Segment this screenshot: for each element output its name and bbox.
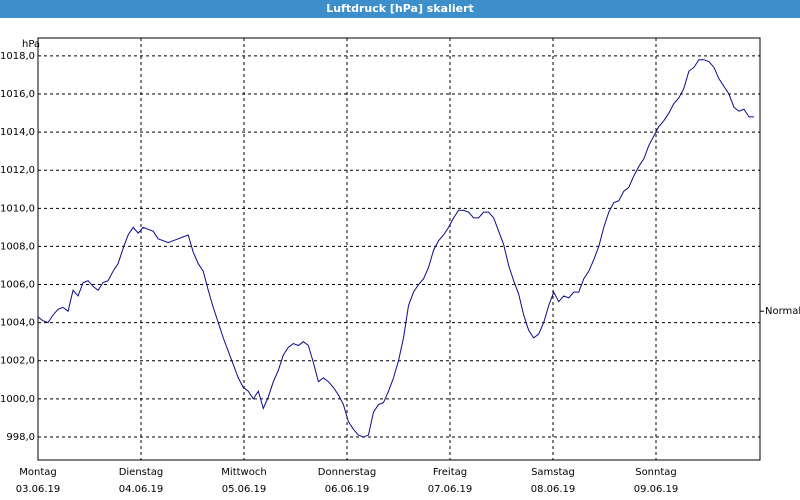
x-tick-label: Montag (19, 467, 56, 478)
reference-label: Normal (765, 306, 800, 317)
y-tick-label: 1010,0 (0, 203, 35, 214)
y-tick-label: 1000,0 (0, 394, 35, 405)
x-tick-label: Samstag (531, 467, 575, 478)
x-tick-date: 07.06.19 (428, 484, 473, 495)
y-tick-label: 1014,0 (0, 127, 35, 138)
x-tick-date: 04.06.19 (119, 484, 164, 495)
y-tick-label: 1016,0 (0, 89, 35, 100)
x-tick-label: Dienstag (119, 467, 164, 478)
y-tick-label: 1018,0 (0, 51, 35, 62)
x-tick-label: Sonntag (635, 467, 677, 478)
x-tick-label: Freitag (433, 467, 467, 478)
y-tick-label: 1006,0 (0, 280, 35, 291)
chart-title: Luftdruck [hPa] skaliert (326, 2, 474, 15)
y-tick-label: 1002,0 (0, 356, 35, 367)
x-tick-date: 05.06.19 (222, 484, 267, 495)
x-tick-date: 03.06.19 (16, 484, 61, 495)
x-tick-date: 06.06.19 (325, 484, 370, 495)
y-unit-label: hPa (22, 39, 40, 50)
title-bar (0, 0, 800, 18)
y-tick-label: 1004,0 (0, 318, 35, 329)
y-tick-label: 1008,0 (0, 241, 35, 252)
x-tick-date: 09.06.19 (634, 484, 679, 495)
x-tick-label: Mittwoch (221, 467, 266, 478)
x-tick-label: Donnerstag (318, 467, 376, 478)
y-tick-label: 998,0 (6, 432, 35, 443)
data-line (37, 59, 754, 438)
y-tick-label: 1012,0 (0, 165, 35, 176)
x-tick-date: 08.06.19 (531, 484, 576, 495)
